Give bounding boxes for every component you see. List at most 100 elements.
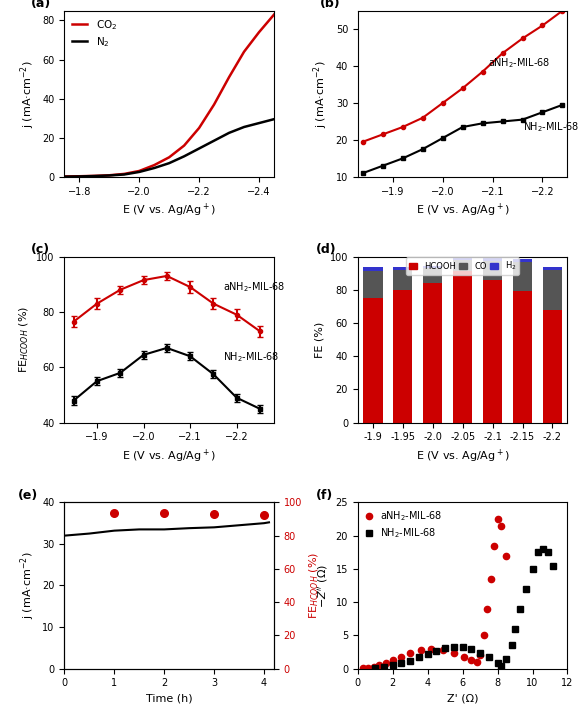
N$_2$	[166, 159, 173, 167]
X-axis label: Z' (Ω): Z' (Ω)	[447, 694, 479, 704]
Line: aNH$_2$-MIL-68: aNH$_2$-MIL-68	[360, 516, 510, 671]
NH$_2$-MIL-68	[433, 646, 440, 655]
NH$_2$-MIL-68	[459, 123, 466, 132]
CO$_2$	[106, 171, 113, 179]
NH$_2$-MIL-68	[439, 134, 446, 142]
CO$_2$	[61, 172, 68, 181]
NH$_2$-MIL-68	[499, 117, 506, 126]
Text: NH$_2$-MIL-68: NH$_2$-MIL-68	[522, 121, 579, 134]
NH$_2$-MIL-68	[517, 604, 524, 613]
CO$_2$	[76, 172, 83, 181]
NH$_2$-MIL-68	[450, 642, 457, 651]
aNH$_2$-MIL-68	[494, 515, 501, 523]
CO$_2$	[166, 153, 173, 162]
Bar	[363, 267, 383, 271]
N$_2$	[195, 144, 202, 153]
aNH$_2$-MIL-68	[519, 34, 526, 43]
aNH$_2$-MIL-68	[439, 99, 446, 107]
NH$_2$-MIL-68	[399, 154, 406, 163]
aNH$_2$-MIL-68	[487, 575, 494, 583]
Bar	[363, 271, 383, 298]
CO$_2$	[121, 169, 128, 178]
NH$_2$-MIL-68	[468, 645, 475, 654]
CO$_2$	[270, 10, 277, 19]
aNH$_2$-MIL-68	[440, 646, 447, 654]
Bar	[543, 310, 562, 423]
aNH$_2$-MIL-68	[459, 84, 466, 92]
N$_2$	[136, 167, 143, 176]
X-axis label: E (V vs. Ag/Ag$^+$): E (V vs. Ag/Ag$^+$)	[122, 448, 216, 465]
aNH$_2$-MIL-68	[484, 604, 491, 613]
X-axis label: E (V vs. Ag/Ag$^+$): E (V vs. Ag/Ag$^+$)	[415, 202, 510, 220]
CO$_2$	[211, 100, 218, 109]
Y-axis label: j (mA·cm$^{-2}$): j (mA·cm$^{-2}$)	[18, 60, 37, 127]
NH$_2$-MIL-68	[503, 654, 510, 663]
aNH$_2$-MIL-68	[389, 656, 396, 664]
Line: NH$_2$-MIL-68: NH$_2$-MIL-68	[361, 103, 565, 175]
NH$_2$-MIL-68	[534, 548, 541, 556]
Y-axis label: $-Z''$ (Ω): $-Z''$ (Ω)	[316, 563, 330, 608]
Bar	[453, 271, 472, 423]
N$_2$	[61, 172, 68, 181]
N$_2$	[106, 171, 113, 179]
NH$_2$-MIL-68	[389, 661, 396, 669]
NH$_2$-MIL-68	[372, 664, 379, 672]
N$_2$	[181, 152, 188, 161]
NH$_2$-MIL-68	[419, 145, 426, 154]
Line: NH$_2$-MIL-68: NH$_2$-MIL-68	[372, 546, 556, 671]
Bar	[393, 270, 412, 290]
aNH$_2$-MIL-68	[407, 649, 414, 658]
NH$_2$-MIL-68	[486, 653, 493, 661]
aNH$_2$-MIL-68	[480, 631, 487, 640]
NH$_2$-MIL-68	[477, 649, 484, 657]
aNH$_2$-MIL-68	[473, 658, 480, 666]
Line: CO$_2$: CO$_2$	[64, 14, 274, 177]
NH$_2$-MIL-68	[479, 119, 486, 127]
N$_2$	[270, 115, 277, 124]
aNH$_2$-MIL-68	[376, 661, 383, 669]
Y-axis label: FE$_{HCOOH}$ (%): FE$_{HCOOH}$ (%)	[308, 552, 321, 619]
N$_2$	[91, 172, 98, 180]
NH$_2$-MIL-68	[522, 584, 529, 593]
Bar	[393, 267, 412, 270]
N$_2$	[256, 119, 263, 127]
X-axis label: Time (h): Time (h)	[146, 694, 192, 704]
Bar	[483, 258, 503, 261]
NH$_2$-MIL-68	[519, 115, 526, 124]
Bar	[453, 258, 472, 260]
Bar	[513, 262, 532, 292]
N$_2$	[226, 129, 233, 137]
NH$_2$-MIL-68	[508, 641, 515, 649]
aNH$_2$-MIL-68	[417, 646, 424, 654]
X-axis label: E (V vs. Ag/Ag$^+$): E (V vs. Ag/Ag$^+$)	[122, 202, 216, 220]
NH$_2$-MIL-68	[424, 650, 431, 659]
NH$_2$-MIL-68	[498, 661, 505, 670]
CO$_2$	[226, 73, 233, 82]
NH$_2$-MIL-68	[415, 653, 422, 661]
N$_2$	[151, 164, 158, 172]
Bar	[423, 266, 442, 268]
Text: NH$_2$-MIL-68: NH$_2$-MIL-68	[223, 350, 279, 364]
NH$_2$-MIL-68	[359, 169, 366, 177]
CO$_2$	[181, 142, 188, 150]
N$_2$	[121, 170, 128, 179]
Bar	[483, 261, 503, 280]
CO$_2$	[195, 124, 202, 132]
Line: aNH$_2$-MIL-68: aNH$_2$-MIL-68	[361, 9, 565, 144]
Bar	[423, 283, 442, 423]
Bar	[483, 280, 503, 423]
NH$_2$-MIL-68	[529, 565, 536, 573]
CO$_2$	[256, 28, 263, 36]
N$_2$	[211, 137, 218, 145]
Legend: HCOOH, CO, H$_2$: HCOOH, CO, H$_2$	[407, 257, 519, 275]
NH$_2$-MIL-68	[398, 659, 405, 667]
aNH$_2$-MIL-68	[491, 541, 498, 550]
NH$_2$-MIL-68	[511, 624, 518, 633]
aNH$_2$-MIL-68	[359, 137, 366, 146]
Text: aNH$_2$-MIL-68: aNH$_2$-MIL-68	[223, 280, 285, 294]
aNH$_2$-MIL-68	[499, 49, 506, 57]
aNH$_2$-MIL-68	[419, 114, 426, 122]
CO$_2$	[91, 172, 98, 180]
NH$_2$-MIL-68	[494, 659, 501, 668]
NH$_2$-MIL-68	[539, 108, 546, 117]
